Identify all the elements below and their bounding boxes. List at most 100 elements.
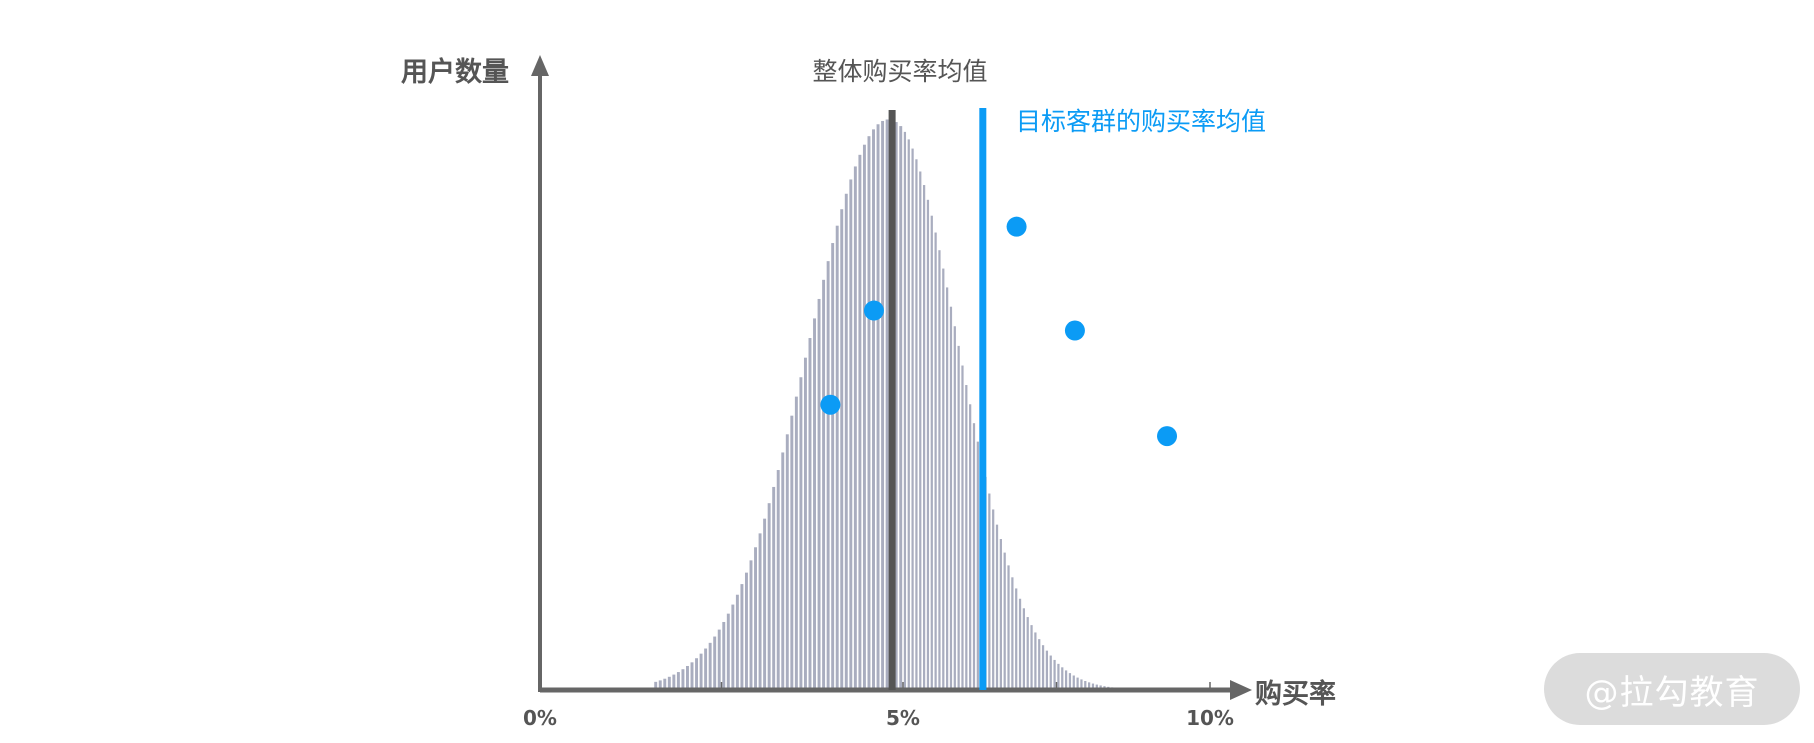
histogram-bar (988, 493, 991, 690)
histogram-bar (885, 119, 889, 691)
histogram-bar (922, 185, 926, 690)
histogram-bar (758, 533, 762, 690)
histogram-bar (919, 171, 922, 691)
histogram-bar (726, 613, 730, 690)
histogram-bar (654, 681, 658, 690)
histogram-bar (1007, 565, 1010, 690)
histogram-bar (1011, 577, 1014, 690)
x-axis-ticks (539, 682, 1211, 691)
histogram-bar (1072, 675, 1075, 690)
histogram-bar (899, 126, 903, 691)
histogram-bar (704, 648, 708, 690)
histogram-bar (1057, 663, 1060, 690)
overall-mean-label: 整体购买率均值 (812, 57, 987, 86)
x-tick-labels: 0% 5% 10% (523, 706, 1234, 730)
histogram-bar (876, 124, 880, 691)
histogram-bar (658, 680, 662, 690)
histogram-bar (976, 441, 979, 690)
histogram-bar (881, 120, 885, 690)
histogram-bar (763, 518, 767, 690)
histogram-bar (1015, 588, 1018, 690)
histogram-bar (663, 678, 667, 690)
histogram-bar (1049, 655, 1052, 690)
histogram-bar (772, 486, 776, 690)
histogram-bar (949, 306, 953, 690)
data-point (863, 300, 884, 321)
histogram-bar (1076, 677, 1079, 690)
histogram-bar (969, 404, 972, 690)
histogram-bar (672, 674, 676, 690)
histogram-bar (831, 243, 835, 690)
histogram-bar (835, 225, 839, 690)
histogram-bar (681, 669, 685, 690)
histogram-bar (853, 166, 857, 691)
histogram-bar (1080, 679, 1083, 690)
histogram-bar (803, 357, 807, 690)
histogram-bar (785, 434, 789, 690)
histogram-bar (844, 193, 848, 690)
histogram-bar (946, 287, 949, 690)
histogram-bar (1061, 667, 1064, 690)
x-tick-label: 5% (886, 706, 920, 730)
watermark-badge: @拉勾教育 (1544, 653, 1800, 725)
histogram-bar (735, 594, 739, 690)
histogram-bar (1045, 650, 1049, 690)
histogram-bar (1026, 617, 1029, 690)
scatter-points (820, 216, 1178, 447)
histogram-bar (903, 131, 907, 690)
axes (531, 55, 1252, 700)
histogram-bar (1068, 673, 1072, 690)
histogram-bar (1034, 632, 1037, 690)
histogram-bar (794, 396, 798, 690)
histogram-bar (995, 524, 999, 690)
histogram-bar (676, 672, 680, 690)
histogram-bar (699, 653, 703, 690)
data-point (1157, 426, 1178, 447)
histogram-bar (858, 154, 862, 690)
histogram-bar (953, 326, 956, 690)
histogram-bar (1091, 683, 1095, 690)
histogram-bar (930, 215, 933, 690)
histogram-bar (667, 676, 671, 690)
histogram-bar (915, 159, 918, 691)
histogram-bar (1041, 645, 1045, 690)
histogram-bar (1038, 639, 1041, 690)
histogram-bar (965, 385, 968, 690)
histogram-bar (926, 199, 930, 691)
data-point (820, 394, 841, 415)
histogram-bar (817, 298, 821, 690)
histogram-bar (799, 377, 803, 690)
histogram-bar (1064, 670, 1068, 690)
histogram-bar (957, 345, 960, 690)
segment-mean-label: 目标客群的购买率均值 (1016, 107, 1266, 136)
x-axis-arrow (1230, 680, 1252, 700)
histogram-bar (686, 665, 689, 690)
histogram-bars (654, 119, 1152, 691)
histogram-bar (1018, 598, 1022, 690)
x-tick-label: 0% (523, 706, 557, 730)
histogram-bar (776, 470, 780, 690)
x-tick-label: 10% (1186, 706, 1234, 730)
histogram-bar (849, 179, 853, 690)
y-axis-label: 用户数量 (401, 56, 509, 88)
histogram-bar (894, 122, 898, 690)
histogram-bar (1053, 659, 1056, 690)
histogram-bar (822, 279, 826, 690)
x-axis-label: 购买率 (1255, 678, 1336, 710)
data-point (1006, 216, 1027, 237)
histogram-bar (754, 547, 757, 690)
histogram-bar (867, 136, 871, 690)
histogram-bar (781, 452, 785, 690)
histogram-bar (1088, 682, 1091, 690)
histogram-bar (708, 642, 712, 690)
histogram-bar (690, 662, 694, 690)
histogram-bar (907, 139, 910, 691)
histogram-bar (938, 250, 941, 690)
histogram-bar (826, 261, 830, 690)
watermark-text: @拉勾教育 (1584, 672, 1760, 713)
histogram-bar (695, 658, 699, 690)
histogram-bar (1003, 552, 1006, 690)
histogram-bar (911, 148, 914, 691)
histogram-bar (1084, 680, 1087, 690)
